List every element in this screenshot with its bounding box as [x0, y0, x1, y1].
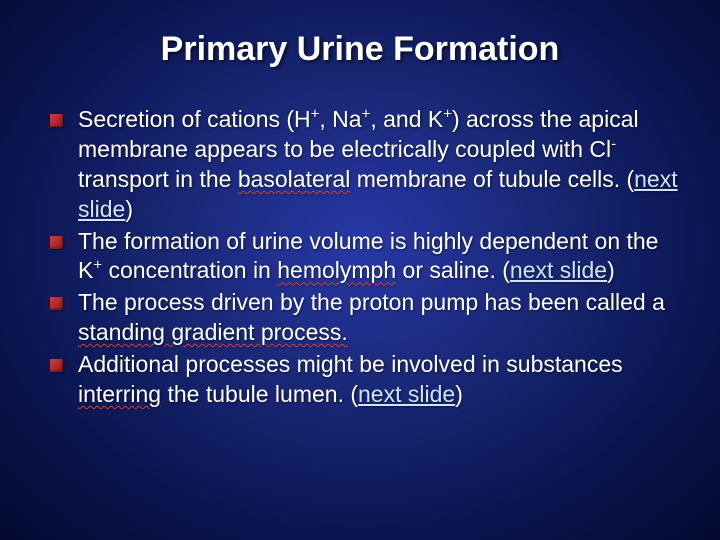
bullet-text: The process driven by the proton pump ha…	[78, 289, 665, 345]
bullet-text: Secretion of cations (H+, Na+, and K+) a…	[78, 106, 678, 222]
bullet-item: Secretion of cations (H+, Na+, and K+) a…	[50, 105, 680, 225]
bullet-marker-icon	[50, 359, 63, 372]
text-run: )	[455, 381, 463, 407]
bullet-item: The process driven by the proton pump ha…	[50, 288, 680, 348]
bullet-marker-icon	[50, 114, 63, 127]
superscript: +	[443, 105, 452, 122]
text-run: Secretion of cations (H	[78, 106, 311, 132]
text-run: concentration in	[102, 257, 277, 283]
spellcheck-underline: interring	[78, 381, 161, 407]
bullet-text: The formation of urine volume is highly …	[78, 228, 658, 284]
text-run: , and K	[370, 106, 443, 132]
spellcheck-underline: hemolymph	[277, 257, 396, 283]
slide-title: Primary Urine Formation	[40, 30, 680, 69]
text-run: Additional processes might be involved i…	[78, 351, 623, 377]
text-run: membrane of tubule cells. (	[350, 166, 634, 192]
text-run: )	[125, 196, 133, 222]
text-run: transport in the	[78, 166, 238, 192]
next-slide-link[interactable]: next slide	[358, 381, 455, 407]
text-run: the tubule lumen. (	[161, 381, 358, 407]
spellcheck-underline: basolateral	[238, 166, 351, 192]
text-run: )	[607, 257, 615, 283]
superscript: -	[611, 135, 616, 152]
bullet-marker-icon	[50, 236, 63, 249]
bullet-marker-icon	[50, 297, 63, 310]
bullet-item: The formation of urine volume is highly …	[50, 227, 680, 287]
text-run: , Na	[319, 106, 361, 132]
text-run: The process driven by the proton pump ha…	[78, 289, 665, 315]
bullet-item: Additional processes might be involved i…	[50, 350, 680, 410]
bullet-text: Additional processes might be involved i…	[78, 351, 623, 407]
slide-container: Primary Urine Formation Secretion of cat…	[0, 0, 720, 436]
superscript: +	[93, 257, 102, 274]
next-slide-link[interactable]: next slide	[510, 257, 607, 283]
text-run: or saline. (	[396, 257, 510, 283]
bullet-list: Secretion of cations (H+, Na+, and K+) a…	[40, 105, 680, 410]
spellcheck-underline: standing gradient process.	[78, 319, 348, 345]
